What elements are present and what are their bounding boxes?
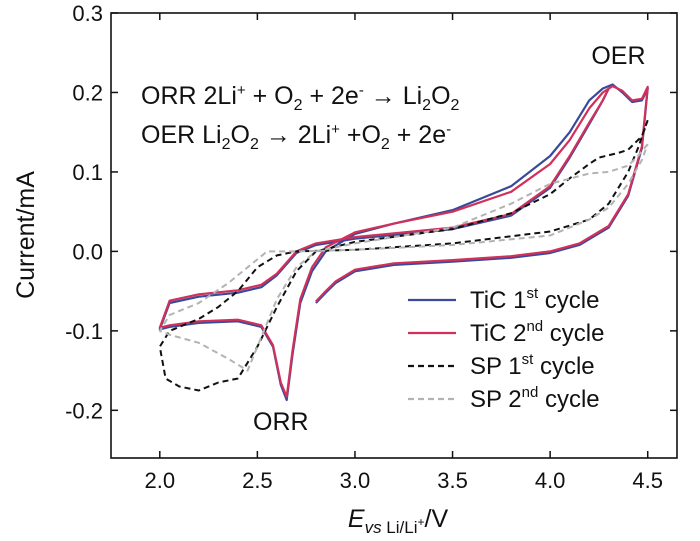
- x-tick-label-4: 4.0: [535, 468, 566, 493]
- x-tick-label-2: 3.0: [340, 468, 371, 493]
- annotation-orr: ORR: [253, 408, 309, 436]
- annotation-oer: OER: [591, 42, 645, 70]
- y-tick-label-5: 0.3: [72, 1, 103, 26]
- legend-label-1: TiC 2nd cycle: [470, 318, 605, 347]
- x-tick-label-3: 3.5: [437, 468, 468, 493]
- equation-orr-label: ORR: [141, 82, 197, 110]
- y-tick-label-3: 0.1: [72, 160, 103, 185]
- legend-label-3: SP 2nd cycle: [470, 384, 600, 413]
- series-group: [158, 83, 649, 402]
- series-line-3: [158, 143, 649, 372]
- x-tick-label-0: 2.0: [144, 468, 175, 493]
- axis-ticks: 2.0 2.5 3.0 3.5 4.0 4.5 -0.2 -0.1 0.0 0.1 0.2 0.3: [65, 1, 677, 493]
- x-tick-label-5: 4.5: [632, 468, 663, 493]
- equation-oer-label: OER: [141, 121, 195, 149]
- legend-label-2: SP 1st cycle: [470, 351, 595, 380]
- series-line-0: [158, 83, 649, 402]
- x-tick-label-1: 2.5: [242, 468, 273, 493]
- legend: TiC 1st cycle TiC 2nd cycle SP 1st cycle SP…: [408, 285, 605, 413]
- y-axis-label: Current/mA: [12, 171, 40, 299]
- x-axis-label-sub: Li/Li: [386, 518, 417, 537]
- equation-oer: OER Li2O2 → 2Li+ +O2 + 2e-: [141, 121, 451, 153]
- series-line-1: [158, 85, 649, 398]
- plot-frame: [110, 12, 678, 459]
- y-tick-label-4: 0.2: [72, 80, 103, 105]
- equation-orr: ORR 2Li+ + O2 + 2e- → Li2O2: [141, 82, 460, 114]
- y-tick-label-2: 0.0: [72, 239, 103, 264]
- y-tick-label-1: -0.1: [65, 319, 103, 344]
- series-line-2: [158, 119, 649, 392]
- legend-label-0: TiC 1st cycle: [470, 285, 599, 314]
- x-axis-label: Evs Li/Li+/V: [348, 505, 449, 537]
- y-tick-label-0: -0.2: [65, 398, 103, 423]
